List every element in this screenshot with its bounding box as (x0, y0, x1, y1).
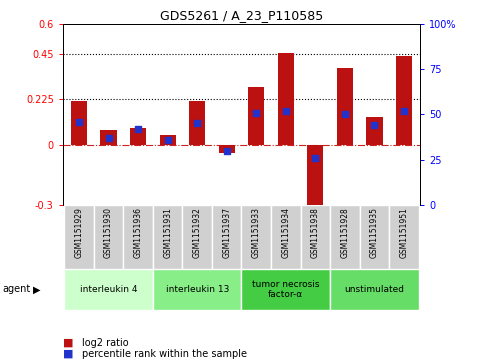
Text: unstimulated: unstimulated (344, 285, 404, 294)
Text: GSM1151936: GSM1151936 (134, 207, 142, 258)
Bar (212, 205, 242, 269)
Text: GSM1151938: GSM1151938 (311, 207, 320, 258)
Bar (71, 101, 87, 144)
Bar (389, 205, 419, 269)
Bar (242, 205, 271, 269)
Point (282, 108, 290, 114)
Text: percentile rank within the sample: percentile rank within the sample (82, 349, 247, 359)
Text: GSM1151929: GSM1151929 (74, 207, 84, 258)
Text: GSM1151935: GSM1151935 (370, 207, 379, 258)
Point (75, 119, 83, 125)
Text: GSM1151930: GSM1151930 (104, 207, 113, 258)
Text: GSM1151951: GSM1151951 (399, 207, 409, 258)
Bar (366, 117, 383, 144)
Point (164, 137, 171, 143)
Bar (278, 53, 294, 144)
Bar (271, 205, 300, 269)
Bar (189, 101, 205, 144)
Bar (153, 205, 183, 269)
Bar (130, 129, 146, 144)
Text: GSM1151928: GSM1151928 (341, 207, 349, 258)
Bar (183, 205, 212, 269)
Point (341, 111, 349, 117)
Bar (219, 144, 235, 153)
Bar (330, 269, 419, 310)
Bar (94, 205, 123, 269)
Bar (159, 135, 176, 144)
Bar (300, 205, 330, 269)
Text: GSM1151934: GSM1151934 (281, 207, 290, 258)
Point (105, 135, 113, 141)
Point (193, 121, 201, 126)
Text: ■: ■ (63, 349, 73, 359)
Bar (330, 205, 360, 269)
Bar (396, 56, 412, 144)
Text: interleukin 4: interleukin 4 (80, 285, 137, 294)
Bar (100, 130, 117, 144)
Text: ■: ■ (63, 338, 73, 348)
Bar (360, 205, 389, 269)
Text: log2 ratio: log2 ratio (82, 338, 129, 348)
Text: tumor necrosis
factor-α: tumor necrosis factor-α (252, 280, 320, 299)
Text: GDS5261 / A_23_P110585: GDS5261 / A_23_P110585 (160, 9, 323, 22)
Text: interleukin 13: interleukin 13 (166, 285, 229, 294)
Text: GSM1151937: GSM1151937 (222, 207, 231, 258)
Text: ▶: ▶ (33, 285, 41, 294)
Point (312, 155, 319, 161)
Point (400, 108, 408, 114)
Point (223, 148, 230, 154)
Bar (242, 269, 330, 310)
Point (253, 110, 260, 115)
Text: GSM1151932: GSM1151932 (193, 207, 202, 258)
Bar (123, 205, 153, 269)
Point (370, 122, 378, 128)
Bar (64, 205, 94, 269)
Bar (64, 269, 153, 310)
Bar (337, 68, 353, 144)
Point (134, 126, 142, 132)
Text: agent: agent (2, 285, 30, 294)
Text: GSM1151933: GSM1151933 (252, 207, 261, 258)
Text: GSM1151931: GSM1151931 (163, 207, 172, 258)
Bar (248, 87, 264, 144)
Bar (153, 269, 242, 310)
Bar (307, 144, 324, 209)
